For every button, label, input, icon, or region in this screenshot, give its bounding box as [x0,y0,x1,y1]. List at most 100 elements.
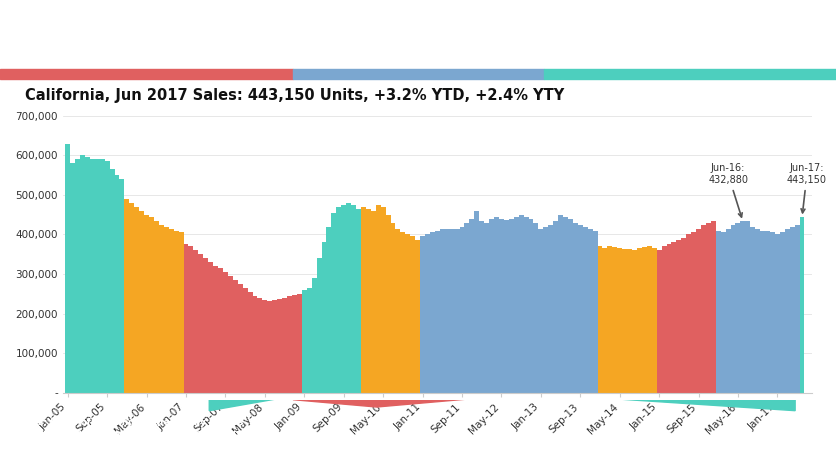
Bar [94,159,99,393]
Bar [670,242,675,393]
Bar [360,207,365,393]
Bar [375,205,380,393]
Bar [242,288,247,393]
Bar [798,218,803,393]
Bar [793,225,798,393]
Text: Sales Highest since July 2013: Sales Highest since July 2013 [109,21,497,47]
Text: *Sales are seasonally adjusted and annualized: *Sales are seasonally adjusted and annua… [618,447,828,455]
Bar [350,205,355,393]
Bar [341,205,346,393]
Bar [439,228,444,393]
Bar [222,272,227,393]
Bar [257,298,262,393]
Bar [543,69,836,79]
Bar [370,211,375,393]
Bar [247,292,252,393]
Bar [730,225,735,393]
Bar [715,230,720,393]
Bar [656,250,660,393]
Bar [513,217,518,393]
Bar [582,227,587,393]
Bar [720,233,725,393]
Bar [641,247,646,393]
Bar [193,250,198,393]
Bar [80,156,84,393]
Bar [400,233,405,393]
Bar [173,230,178,393]
Bar [415,240,420,393]
Bar [553,220,558,393]
Bar [681,238,686,393]
Bar [675,240,681,393]
Bar [159,225,164,393]
Bar [129,203,134,393]
Bar [626,249,631,393]
Bar [498,219,503,393]
Bar [178,233,183,393]
Bar [311,278,316,393]
Bar [139,211,144,393]
Bar [203,258,208,393]
Bar [390,223,395,393]
Bar [213,266,217,393]
Bar [444,228,449,393]
Bar [479,220,483,393]
Bar [701,225,705,393]
Bar [533,223,538,393]
Bar [563,217,568,393]
Bar [646,246,651,393]
Polygon shape [209,363,794,411]
Bar [282,298,287,393]
Bar [380,207,385,393]
Bar [89,159,94,393]
Bar [710,220,715,393]
Bar [99,159,104,393]
Bar [144,215,149,393]
Bar [454,228,459,393]
Bar [548,225,553,393]
Bar [262,300,267,393]
Bar [568,219,572,393]
Bar [385,215,390,393]
Bar [558,215,563,393]
Bar [523,217,528,393]
Bar [272,300,277,393]
Bar [164,227,169,393]
Text: California, Jun 2017 Sales: 443,150 Units, +3.2% YTD, +2.4% YTY: California, Jun 2017 Sales: 443,150 Unit… [25,88,563,103]
Text: Jun-16:
432,880: Jun-16: 432,880 [707,164,747,217]
Bar [326,227,331,393]
Bar [84,158,89,393]
Bar [696,228,701,393]
Bar [459,227,464,393]
Bar [754,228,759,393]
Bar [538,228,543,393]
Bar [592,230,597,393]
Bar [725,228,730,393]
Bar [70,163,75,393]
Bar [302,290,306,393]
Bar [759,230,764,393]
Bar [616,248,621,393]
Bar [395,228,400,393]
Bar [597,246,602,393]
Bar [65,144,70,393]
Bar [355,209,360,393]
Bar [740,221,745,393]
Bar [297,294,302,393]
Bar [110,169,115,393]
Bar [474,211,479,393]
Bar [745,220,749,393]
Bar [769,233,774,393]
Bar [508,219,513,393]
Bar [612,247,616,393]
Bar [488,219,493,393]
Bar [115,175,120,393]
Bar [331,213,336,393]
Bar [227,276,232,393]
Bar [217,268,222,393]
Bar [660,246,665,393]
Bar [198,254,203,393]
Bar [183,245,188,393]
Bar [784,228,789,393]
Bar [125,199,129,393]
